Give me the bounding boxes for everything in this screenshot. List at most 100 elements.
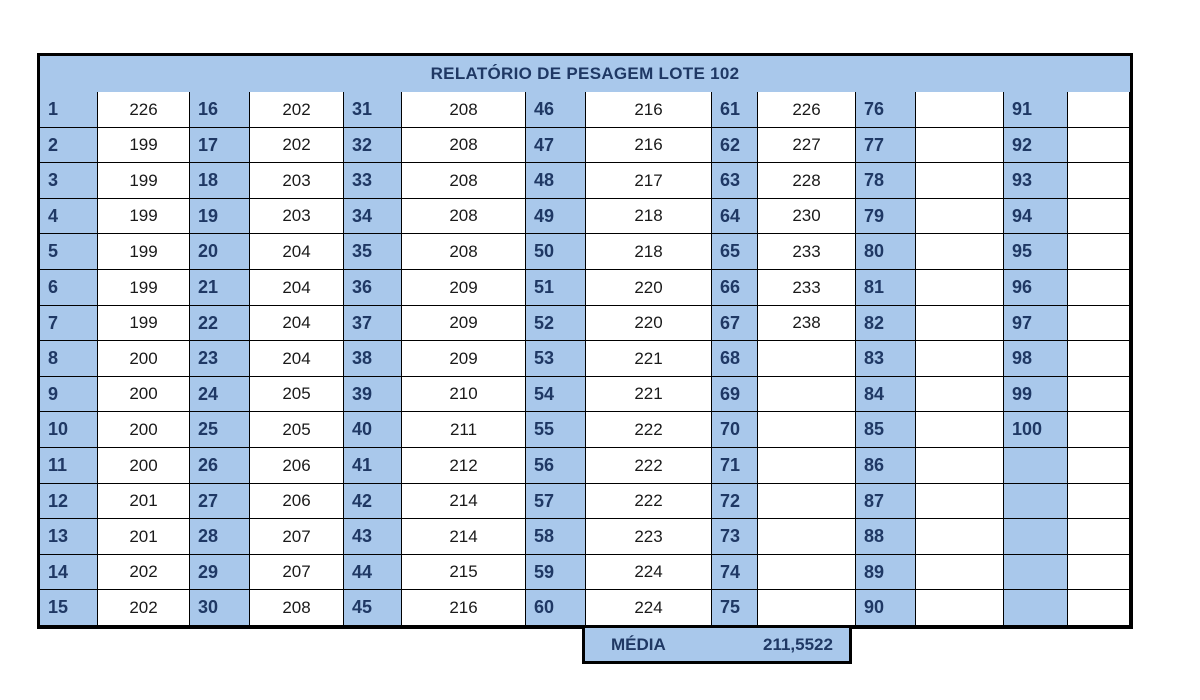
weight-value-cell xyxy=(1068,163,1130,199)
weight-value-cell xyxy=(916,234,1004,270)
weight-value-cell: 206 xyxy=(250,448,344,484)
weight-value-cell: 202 xyxy=(250,128,344,163)
row-number-cell: 68 xyxy=(712,341,758,377)
weight-value-cell xyxy=(1068,519,1130,555)
row-number-cell: 73 xyxy=(712,519,758,555)
weight-value-cell xyxy=(916,448,1004,484)
row-number-cell: 90 xyxy=(856,590,916,626)
weight-value-cell xyxy=(758,448,856,484)
weight-value-cell xyxy=(1068,590,1130,626)
row-number-cell xyxy=(1004,484,1068,519)
row-number-cell: 83 xyxy=(856,341,916,377)
row-number-cell: 23 xyxy=(190,341,250,377)
weight-value-cell: 199 xyxy=(98,199,190,234)
row-number-cell: 93 xyxy=(1004,163,1068,199)
weight-value-cell: 220 xyxy=(586,306,712,341)
weight-value-cell xyxy=(1068,234,1130,270)
row-number-cell: 17 xyxy=(190,128,250,163)
weight-value-cell xyxy=(1068,270,1130,306)
row-number-cell: 45 xyxy=(344,590,402,626)
row-number-cell: 40 xyxy=(344,412,402,448)
weight-value-cell: 199 xyxy=(98,270,190,306)
weight-value-cell: 210 xyxy=(402,377,526,412)
row-number-cell: 81 xyxy=(856,270,916,306)
weight-value-cell xyxy=(758,341,856,377)
weight-value-cell: 209 xyxy=(402,270,526,306)
weight-value-cell: 217 xyxy=(586,163,712,199)
weight-value-cell: 222 xyxy=(586,484,712,519)
row-number-cell: 65 xyxy=(712,234,758,270)
weight-value-cell xyxy=(758,377,856,412)
row-number-cell: 91 xyxy=(1004,92,1068,128)
row-number-cell: 34 xyxy=(344,199,402,234)
weight-value-cell: 201 xyxy=(98,519,190,555)
row-number-cell: 80 xyxy=(856,234,916,270)
weight-value-cell: 199 xyxy=(98,163,190,199)
weight-value-cell: 221 xyxy=(586,377,712,412)
row-number-cell: 82 xyxy=(856,306,916,341)
row-number-cell: 42 xyxy=(344,484,402,519)
weight-value-cell: 215 xyxy=(402,555,526,590)
row-number-cell: 32 xyxy=(344,128,402,163)
row-number-cell: 95 xyxy=(1004,234,1068,270)
row-number-cell: 21 xyxy=(190,270,250,306)
row-number-cell: 76 xyxy=(856,92,916,128)
weight-value-cell xyxy=(916,199,1004,234)
weight-value-cell: 202 xyxy=(98,555,190,590)
row-number-cell: 11 xyxy=(40,448,98,484)
row-number-cell: 79 xyxy=(856,199,916,234)
row-number-cell: 75 xyxy=(712,590,758,626)
row-number-cell: 41 xyxy=(344,448,402,484)
row-number-cell: 97 xyxy=(1004,306,1068,341)
weight-value-cell: 221 xyxy=(586,341,712,377)
weight-value-cell: 199 xyxy=(98,128,190,163)
row-number-cell: 3 xyxy=(40,163,98,199)
weight-value-cell: 206 xyxy=(250,484,344,519)
row-number-cell: 20 xyxy=(190,234,250,270)
row-number-cell: 66 xyxy=(712,270,758,306)
weight-value-cell: 200 xyxy=(98,412,190,448)
weight-value-cell xyxy=(916,270,1004,306)
weight-value-cell: 202 xyxy=(98,590,190,626)
weight-value-cell xyxy=(916,484,1004,519)
weight-value-cell: 218 xyxy=(586,234,712,270)
weight-value-cell: 208 xyxy=(250,590,344,626)
row-number-cell: 72 xyxy=(712,484,758,519)
weight-value-cell: 212 xyxy=(402,448,526,484)
row-number-cell: 1 xyxy=(40,92,98,128)
row-number-cell: 86 xyxy=(856,448,916,484)
row-number-cell: 15 xyxy=(40,590,98,626)
weight-value-cell: 233 xyxy=(758,234,856,270)
weight-value-cell: 204 xyxy=(250,306,344,341)
weight-value-cell xyxy=(916,306,1004,341)
row-number-cell: 48 xyxy=(526,163,586,199)
weight-value-cell: 204 xyxy=(250,234,344,270)
row-number-cell: 35 xyxy=(344,234,402,270)
row-number-cell: 94 xyxy=(1004,199,1068,234)
weight-value-cell: 200 xyxy=(98,377,190,412)
row-number-cell: 61 xyxy=(712,92,758,128)
row-number-cell: 67 xyxy=(712,306,758,341)
weight-value-cell xyxy=(916,555,1004,590)
weight-value-cell: 204 xyxy=(250,270,344,306)
row-number-cell: 12 xyxy=(40,484,98,519)
row-number-cell: 74 xyxy=(712,555,758,590)
row-number-cell: 70 xyxy=(712,412,758,448)
row-number-cell xyxy=(1004,448,1068,484)
row-number-cell: 54 xyxy=(526,377,586,412)
row-number-cell: 43 xyxy=(344,519,402,555)
weight-value-cell: 205 xyxy=(250,377,344,412)
weight-value-cell xyxy=(916,412,1004,448)
weight-value-cell xyxy=(916,92,1004,128)
row-number-cell: 52 xyxy=(526,306,586,341)
row-number-cell: 57 xyxy=(526,484,586,519)
weight-value-cell: 203 xyxy=(250,163,344,199)
weight-value-cell xyxy=(916,163,1004,199)
weight-value-cell: 208 xyxy=(402,128,526,163)
row-number-cell: 28 xyxy=(190,519,250,555)
row-number-cell: 19 xyxy=(190,199,250,234)
row-number-cell: 27 xyxy=(190,484,250,519)
row-number-cell: 77 xyxy=(856,128,916,163)
weight-value-cell xyxy=(1068,92,1130,128)
row-number-cell: 85 xyxy=(856,412,916,448)
